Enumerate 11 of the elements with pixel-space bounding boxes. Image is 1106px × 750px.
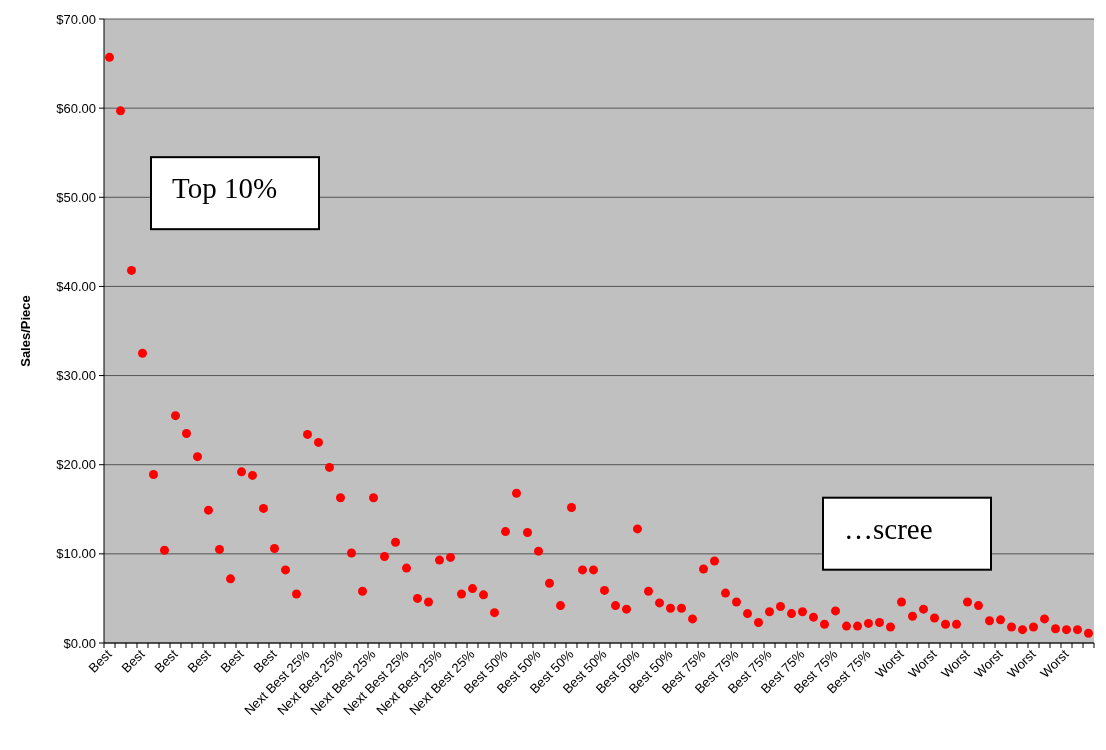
y-tick-label: $20.00 (56, 457, 96, 473)
y-tick-label: $60.00 (56, 100, 96, 116)
annotation: Top 10% (172, 172, 278, 205)
y-tick-label: $40.00 (56, 278, 96, 294)
y-tick-label: $70.00 (56, 11, 96, 27)
y-tick-label: $10.00 (56, 546, 96, 562)
y-tick-label: $50.00 (56, 189, 96, 205)
annotation: …scree (844, 512, 933, 545)
y-tick-label: $0.00 (63, 635, 96, 651)
y-tick-label: $30.00 (56, 368, 96, 384)
y-axis-title: Sales/Piece (18, 295, 33, 367)
